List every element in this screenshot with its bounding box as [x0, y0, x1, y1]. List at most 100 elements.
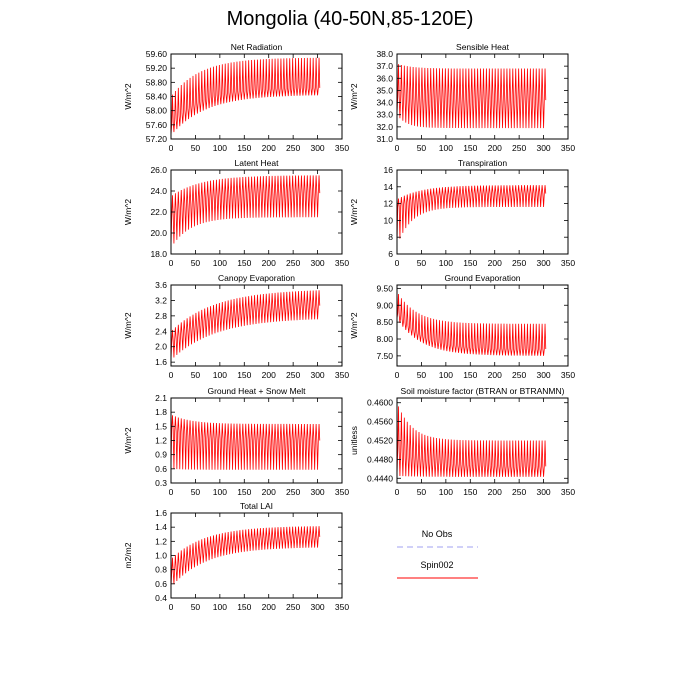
- y-tick-label: 9.50: [376, 283, 393, 293]
- x-tick-label: 0: [169, 370, 174, 380]
- y-axis-label: unitless: [349, 426, 359, 455]
- x-tick-label: 100: [439, 143, 453, 153]
- y-tick-label: 38.0: [376, 49, 393, 59]
- x-tick-label: 0: [395, 487, 400, 497]
- y-tick-label: 0.4560: [367, 417, 393, 427]
- y-tick-label: 1.8: [155, 407, 167, 417]
- x-tick-label: 350: [561, 143, 575, 153]
- panel-title: Ground Heat + Snow Melt: [207, 386, 306, 396]
- x-tick-label: 300: [310, 602, 324, 612]
- x-tick-label: 250: [512, 258, 526, 268]
- y-tick-label: 0.9: [155, 450, 167, 460]
- y-tick-label: 33.0: [376, 110, 393, 120]
- y-axis-label: W/m^2: [123, 83, 133, 109]
- y-tick-label: 1.2: [155, 436, 167, 446]
- y-axis-label: W/m^2: [349, 83, 359, 109]
- x-tick-label: 150: [237, 143, 251, 153]
- y-axis-label: W/m^2: [123, 312, 133, 338]
- x-tick-label: 50: [417, 370, 427, 380]
- y-tick-label: 20.0: [150, 228, 167, 238]
- plot-frame: [396, 169, 569, 255]
- x-tick-label: 300: [310, 258, 324, 268]
- x-tick-label: 100: [439, 370, 453, 380]
- y-tick-label: 2.8: [155, 311, 167, 321]
- x-tick-label: 150: [463, 370, 477, 380]
- series-line: [170, 415, 321, 470]
- y-tick-label: 0.4520: [367, 436, 393, 446]
- x-tick-label: 50: [417, 487, 427, 497]
- chart-panel: 0 50 100 150 200 250 300 350 7.50 8.00 8.50 9.00 9.5…: [349, 273, 575, 380]
- chart-panel: 0 50 100 150 200 250 300 350 0.4 0.6 0.8 1.0 1.2 1.4 1…: [123, 501, 349, 612]
- plot-frame: [170, 284, 343, 367]
- y-tick-label: 35.0: [376, 85, 393, 95]
- x-tick-label: 200: [488, 370, 502, 380]
- x-tick-label: 250: [512, 487, 526, 497]
- x-tick-label: 50: [191, 258, 201, 268]
- x-tick-label: 250: [286, 258, 300, 268]
- x-tick-label: 100: [439, 487, 453, 497]
- x-tick-label: 0: [169, 487, 174, 497]
- x-tick-label: 350: [561, 487, 575, 497]
- y-tick-label: 8.00: [376, 334, 393, 344]
- x-tick-label: 200: [262, 143, 276, 153]
- y-axis-label: W/m^2: [349, 199, 359, 225]
- x-tick-label: 300: [310, 143, 324, 153]
- chart-panel: 0 50 100 150 200 250 300 350 31.0 32.0 33.0 34.0 35.…: [349, 42, 575, 153]
- x-tick-label: 150: [237, 487, 251, 497]
- x-tick-label: 350: [561, 370, 575, 380]
- plot-frame: [396, 53, 569, 140]
- series-line: [396, 64, 547, 129]
- x-tick-label: 300: [310, 370, 324, 380]
- panel-title: Ground Evaporation: [444, 273, 520, 283]
- y-tick-label: 2.1: [155, 393, 167, 403]
- x-tick-label: 150: [237, 370, 251, 380]
- y-tick-label: 7.50: [376, 351, 393, 361]
- x-tick-label: 50: [191, 143, 201, 153]
- series-line: [170, 526, 321, 588]
- y-tick-label: 58.00: [146, 106, 168, 116]
- x-tick-label: 200: [262, 370, 276, 380]
- y-tick-label: 0.8: [155, 565, 167, 575]
- x-tick-label: 50: [417, 258, 427, 268]
- x-tick-label: 350: [335, 370, 349, 380]
- x-tick-label: 100: [439, 258, 453, 268]
- x-tick-label: 0: [169, 143, 174, 153]
- x-tick-label: 100: [213, 258, 227, 268]
- y-axis-label: W/m^2: [123, 199, 133, 225]
- x-tick-label: 200: [262, 602, 276, 612]
- panel-title: Total LAI: [240, 501, 273, 511]
- y-tick-label: 58.40: [146, 92, 168, 102]
- y-tick-label: 0.4440: [367, 473, 393, 483]
- y-tick-label: 9.00: [376, 300, 393, 310]
- y-tick-label: 57.20: [146, 134, 168, 144]
- y-tick-label: 18.0: [150, 249, 167, 259]
- x-tick-label: 300: [536, 143, 550, 153]
- x-tick-label: 200: [262, 487, 276, 497]
- series-line: [396, 294, 547, 356]
- y-tick-label: 26.0: [150, 165, 167, 175]
- panel-title: Transpiration: [458, 158, 508, 168]
- y-tick-label: 14: [384, 182, 394, 192]
- y-tick-label: 37.0: [376, 61, 393, 71]
- x-tick-label: 100: [213, 143, 227, 153]
- y-tick-label: 16: [384, 165, 394, 175]
- y-tick-label: 0.4480: [367, 454, 393, 464]
- y-tick-label: 12: [384, 199, 394, 209]
- y-tick-label: 8.50: [376, 317, 393, 327]
- figure-title: Mongolia (40-50N,85-120E): [226, 8, 474, 30]
- x-tick-label: 200: [488, 258, 502, 268]
- x-tick-label: 200: [488, 487, 502, 497]
- y-tick-label: 58.80: [146, 77, 168, 87]
- x-tick-label: 300: [310, 487, 324, 497]
- y-tick-label: 59.60: [146, 49, 168, 59]
- series-line: [170, 57, 321, 136]
- x-tick-label: 250: [286, 487, 300, 497]
- y-tick-label: 1.4: [155, 522, 167, 532]
- y-tick-label: 1.2: [155, 536, 167, 546]
- x-tick-label: 50: [191, 370, 201, 380]
- x-tick-label: 250: [286, 143, 300, 153]
- y-tick-label: 3.6: [155, 280, 167, 290]
- y-tick-label: 2.0: [155, 342, 167, 352]
- x-tick-label: 250: [286, 370, 300, 380]
